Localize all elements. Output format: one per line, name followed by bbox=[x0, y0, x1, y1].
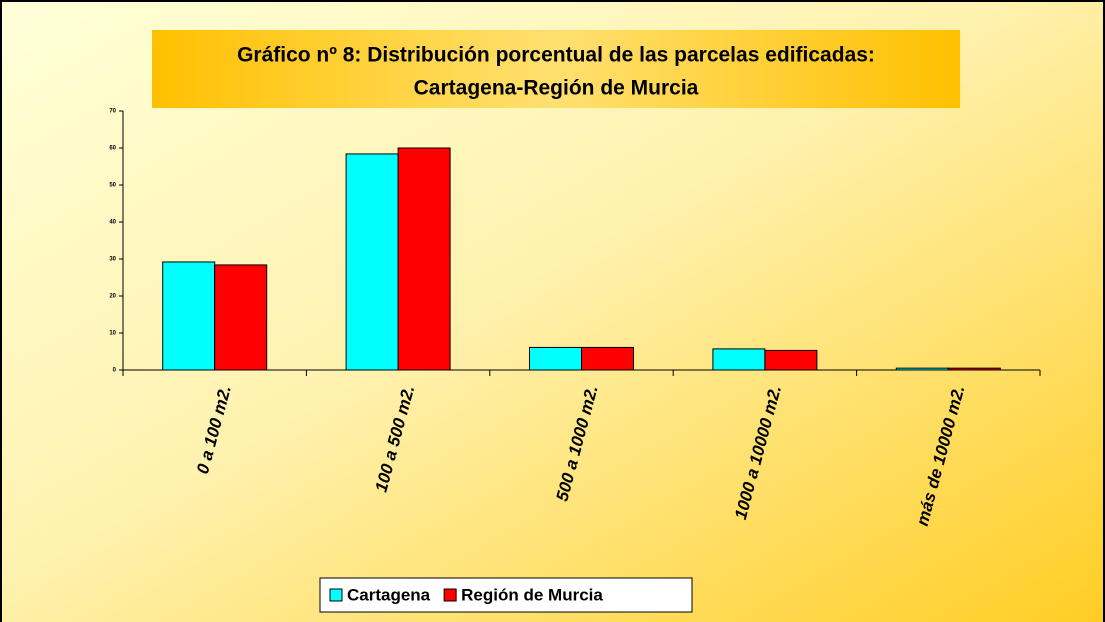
y-tick-label: 50 bbox=[109, 183, 116, 189]
chart-title: Cartagena-Región de Murcia bbox=[414, 77, 699, 100]
y-tick-label: 60 bbox=[109, 146, 116, 152]
y-tick-label: 20 bbox=[109, 294, 116, 300]
bar bbox=[529, 346, 582, 371]
legend-swatch bbox=[443, 588, 457, 602]
bar bbox=[214, 264, 268, 371]
legend bbox=[319, 577, 693, 613]
y-tick-label: 0 bbox=[113, 368, 117, 374]
bar bbox=[345, 153, 399, 371]
y-tick-label: 40 bbox=[109, 220, 116, 226]
bar bbox=[581, 346, 634, 371]
legend-label: Región de Murcia bbox=[461, 585, 603, 604]
bar bbox=[712, 348, 766, 371]
bar bbox=[764, 349, 818, 371]
legend-label: Cartagena bbox=[347, 585, 431, 604]
bar bbox=[162, 261, 216, 371]
title-box bbox=[152, 30, 960, 108]
y-tick-label: 70 bbox=[109, 109, 116, 115]
y-tick-label: 10 bbox=[109, 331, 116, 337]
y-tick-label: 30 bbox=[109, 257, 116, 263]
bar bbox=[397, 147, 451, 371]
bar bbox=[895, 367, 949, 371]
legend-swatch bbox=[329, 588, 343, 602]
bar bbox=[947, 367, 1001, 371]
chart-title: Gráfico nº 8: Distribución porcentual de… bbox=[237, 44, 875, 67]
